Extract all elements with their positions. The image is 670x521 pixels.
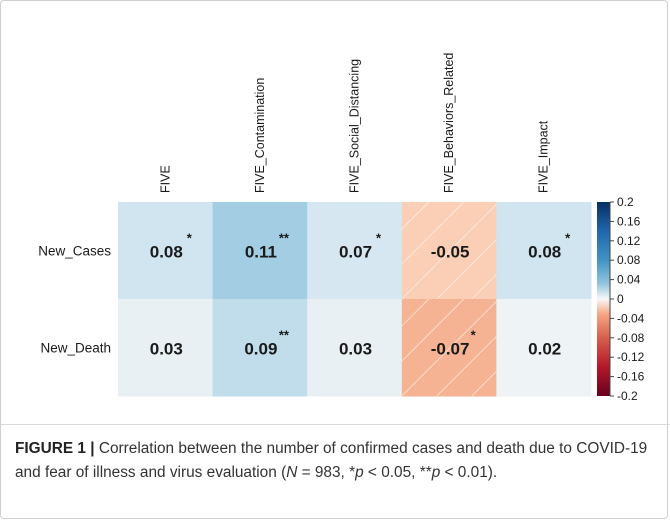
- caption-text: Correlation between the number of confir…: [15, 440, 648, 481]
- row-label: New_Cases: [38, 244, 111, 259]
- colorbar-tick-label: 0.08: [617, 253, 641, 267]
- cell-value-label: 0.09: [244, 340, 277, 359]
- colorbar-tick-label: -0.16: [617, 370, 645, 384]
- colorbar-tick-label: 0.16: [617, 214, 641, 228]
- significance-marker: **: [279, 231, 290, 246]
- heatmap-cell: [496, 202, 592, 300]
- hatch-line: [401, 202, 465, 265]
- cell-value-label: 0.07: [339, 243, 372, 262]
- colorbar-tick-label: 0: [617, 292, 624, 306]
- caption-p2: p: [431, 464, 441, 481]
- colorbar-ticks: 0.2 0.16 0.12 0.08 0.04 0 -0.04 -0.08 -0.12 -0.16…: [610, 195, 645, 403]
- cell-value-label: 0.08: [150, 243, 183, 262]
- hatch-line: [471, 273, 497, 299]
- heatmap-cell: [307, 202, 403, 300]
- significance-marker: **: [279, 328, 290, 343]
- caption-n-symbol: N: [286, 464, 298, 481]
- significance-marker: *: [376, 231, 382, 246]
- row-labels: New_Cases New_Death: [38, 244, 111, 356]
- caption-divider: [1, 424, 670, 425]
- cell-value-label: 0.03: [339, 340, 372, 359]
- hatch-line: [436, 335, 497, 396]
- cell-value-label: -0.05: [431, 243, 470, 262]
- figure-caption: FIGURE 1 | Correlation between the numbe…: [15, 437, 655, 485]
- heatmap-cells: 0.08*0.11**0.07*-0.05 0.08*0.03 0.09**0.03…: [118, 202, 592, 397]
- heatmap-cell: [212, 299, 308, 397]
- significance-marker: *: [471, 328, 477, 343]
- hatch-line: [401, 299, 465, 362]
- hatch-line: [401, 300, 497, 396]
- cell-value-label: 0.11: [245, 243, 277, 262]
- caption-n-value: = 983, *: [297, 464, 356, 481]
- caption-p1-threshold: < 0.05,: [363, 464, 416, 481]
- hatch-line: [436, 238, 497, 299]
- colorbar-tick-label: -0.08: [617, 331, 645, 345]
- colorbar-tick-label: 0.12: [617, 234, 641, 248]
- column-label: FIVE_Social_Distancing: [348, 59, 362, 193]
- significance-marker: *: [565, 231, 571, 246]
- colorbar-tick-label: 0.04: [617, 273, 641, 287]
- caption-p2-prefix: **: [419, 464, 432, 481]
- hatch-line: [471, 370, 497, 396]
- heatmap-cell: [307, 299, 403, 397]
- caption-p2-threshold: < 0.01).: [440, 464, 498, 481]
- colorbar-tick-label: -0.12: [617, 350, 645, 364]
- colorbar: 0.2 0.16 0.12 0.08 0.04 0 -0.04 -0.08 -0.12 -0.16…: [597, 195, 645, 403]
- hatch-line: [401, 202, 430, 230]
- correlation-heatmap: 0.08*0.11**0.07*-0.05 0.08*0.03 0.09**0.03…: [38, 53, 645, 403]
- heatmap-cell: [118, 299, 214, 397]
- hatch-line: [401, 203, 497, 299]
- column-label: FIVE_Behaviors_Related: [442, 53, 456, 193]
- cell-value-label: 0.02: [528, 340, 561, 359]
- heatmap-cell: [118, 202, 214, 300]
- cell-value-label: 0.03: [150, 340, 183, 359]
- colorbar-tick-label: -0.04: [617, 311, 645, 325]
- hatch-line: [401, 299, 430, 327]
- cell-value-label: -0.07: [431, 340, 470, 359]
- figure-label: FIGURE 1 |: [15, 440, 95, 457]
- column-label: FIVE_Contamination: [253, 78, 267, 193]
- colorbar-tick-label: -0.2: [617, 389, 638, 403]
- significance-marker: *: [187, 231, 193, 246]
- row-label: New_Death: [40, 341, 111, 356]
- colorbar-tick-label: 0.2: [617, 195, 634, 209]
- column-label: FIVE_Impact: [537, 120, 551, 193]
- colorbar-gradient: [597, 202, 610, 396]
- column-label: FIVE: [158, 165, 172, 193]
- heatmap-cell: [496, 299, 592, 397]
- heatmap-cell: [212, 202, 308, 300]
- cell-value-label: 0.08: [528, 243, 561, 262]
- column-labels: FIVE FIVE_Contamination FIVE_Social_Distan…: [158, 53, 550, 193]
- caption-p1: p: [355, 464, 364, 481]
